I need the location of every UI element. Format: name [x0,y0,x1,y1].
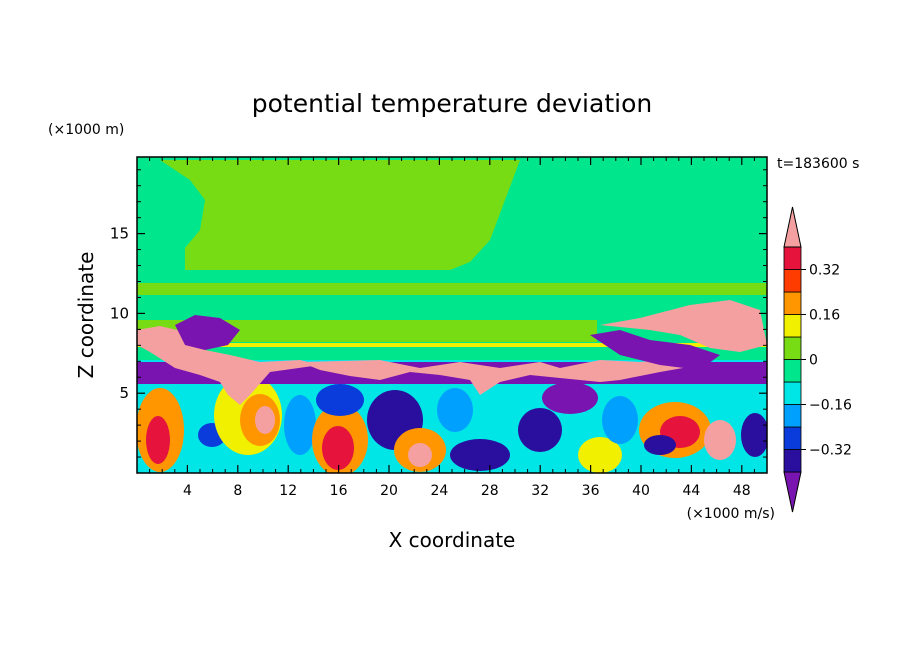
y-axis-label: Z coordinate [74,252,98,379]
x-tick-label: 8 [233,483,242,499]
upper-positive-region [160,160,520,270]
chart-title: potential temperature deviation [252,89,652,118]
colorbar-box [783,359,802,383]
y-axis: 5 10 15 [110,169,767,458]
colorbar-tick-label: 0 [809,353,818,369]
x-axis: 4 8 12 16 20 24 28 32 36 40 44 48 [149,157,755,499]
colorbar-box [783,404,802,428]
x-tick-label: 48 [733,483,751,499]
colorbar-extend-max [783,206,802,248]
colorbar-box [783,426,802,450]
colorbar-box [783,449,802,473]
stratified-band [137,283,767,295]
colorbar-tick-label: −0.16 [809,398,852,414]
plot-area [137,157,767,473]
x-tick-label: 32 [531,483,549,499]
x-tick-label: 24 [430,483,448,499]
stratified-band [137,320,597,342]
x-tick-label: 16 [330,483,348,499]
x-tick-label: 44 [682,483,700,499]
colorbar-tick-label: −0.32 [809,443,852,459]
colorbar-box [783,291,802,315]
y-tick-label: 15 [110,225,129,243]
x-unit-label: (×1000 m/s) [687,506,775,522]
y-tick-label: 5 [119,384,129,402]
y-unit-label: (×1000 m) [48,122,124,138]
x-axis-label: X coordinate [389,528,516,552]
colorbar-box [783,269,802,293]
x-tick-label: 28 [481,483,499,499]
colorbar: 0.32 0.16 0 −0.16 −0.32 [783,206,852,513]
colorbar-extend-min [783,471,802,513]
y-tick-label: 10 [110,304,129,322]
x-tick-label: 12 [279,483,297,499]
colorbar-box [783,336,802,360]
x-tick-label: 36 [582,483,600,499]
x-tick-label: 4 [183,483,192,499]
colorbar-box [783,314,802,338]
colorbar-box [783,381,802,405]
colorbar-tick-label: 0.32 [809,263,840,279]
x-tick-label: 40 [632,483,650,499]
mid-layer [137,300,767,405]
colorbar-tick-label: 0.16 [809,308,840,324]
time-label: t=183600 s [777,156,859,172]
colorbar-box [783,246,802,270]
x-tick-label: 20 [380,483,398,499]
yellow-band [137,343,767,347]
